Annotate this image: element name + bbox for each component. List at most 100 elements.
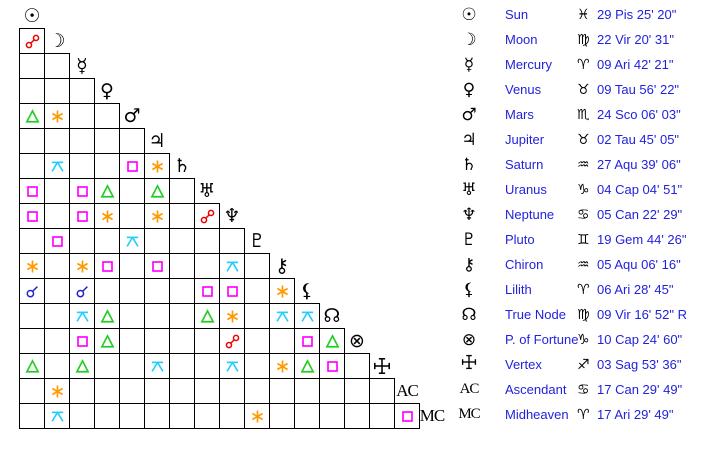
aspect-cell — [19, 403, 45, 429]
midheaven-glyph-icon: MC — [458, 406, 480, 422]
neptune-glyph-icon: ♆ — [461, 204, 477, 225]
zodiac-sign-icon: ♒ — [577, 256, 590, 273]
trine-aspect-icon — [300, 358, 314, 373]
aspect-cell — [119, 278, 145, 304]
aspect-cell — [319, 378, 345, 404]
planet-position: 19 Gem 44' 26" — [597, 232, 687, 247]
planet-name: Mercury — [505, 57, 552, 72]
planet-name: P. of Fortune — [505, 332, 579, 347]
grid-row-saturn: ♄ — [19, 153, 445, 179]
aspect-cell — [219, 278, 245, 304]
aspect-cell — [219, 353, 245, 379]
aspect-cell — [219, 328, 245, 354]
sextile-aspect-icon — [76, 260, 88, 272]
aspect-cell — [219, 378, 245, 404]
grid-row-sun: ☉ — [19, 3, 445, 29]
aspect-cell — [144, 178, 170, 204]
aspect-cell — [19, 153, 45, 179]
aspect-cell — [319, 328, 345, 354]
aspect-cell — [44, 203, 70, 229]
aspect-cell — [19, 103, 45, 129]
planet-name: Saturn — [505, 157, 544, 172]
aspect-cell — [169, 178, 195, 204]
planet-name: Moon — [505, 32, 538, 47]
grid-row-mercury: ☿ — [19, 53, 445, 79]
aspect-cell — [19, 78, 45, 104]
lilith-glyph-icon: ⚸ — [300, 280, 314, 302]
aspect-cell — [144, 203, 170, 229]
grid-row-uranus: ♅ — [19, 178, 445, 204]
aspect-cell — [19, 328, 45, 354]
aspect-cell — [319, 403, 345, 429]
aspect-cell — [44, 353, 70, 379]
aspect-cell — [44, 178, 70, 204]
uranus-glyph-icon: ♅ — [461, 179, 477, 200]
square-aspect-icon — [76, 210, 88, 222]
trine-aspect-icon — [25, 358, 39, 373]
aspect-cell — [69, 303, 95, 329]
planet-position: 09 Vir 16' 52" R — [597, 307, 687, 322]
aspect-cell — [294, 303, 320, 329]
aspect-cell — [19, 253, 45, 279]
sextile-aspect-icon — [276, 285, 288, 297]
aspect-cell — [144, 403, 170, 429]
aspect-cell — [94, 253, 120, 279]
planet-position: 05 Can 22' 29" — [597, 207, 683, 222]
aspect-cell — [119, 178, 145, 204]
aspect-cell — [44, 128, 70, 154]
aspect-cell — [19, 178, 45, 204]
aspect-cell — [19, 353, 45, 379]
opposition-aspect-icon — [225, 334, 239, 348]
aspect-cell — [119, 353, 145, 379]
zodiac-sign-icon: ♋ — [577, 381, 590, 398]
planet-name: Mars — [505, 107, 534, 122]
aspect-cell — [19, 203, 45, 229]
ascendant-glyph-icon: AC — [459, 381, 480, 397]
grid-row-lilith: ⚸ — [19, 278, 445, 304]
aspect-cell — [194, 278, 220, 304]
p-of-fortune-glyph-icon: ⊗ — [349, 330, 365, 352]
square-aspect-icon — [51, 235, 63, 247]
planet-position: 02 Tau 45' 05" — [597, 132, 680, 147]
square-aspect-icon — [301, 335, 313, 347]
moon-glyph-icon: ☽ — [48, 30, 66, 52]
aspect-cell — [294, 328, 320, 354]
grid-row-jupiter: ♃ — [19, 128, 445, 154]
planet-position: 05 Aqu 06' 16" — [597, 257, 681, 272]
grid-row-chiron: ⚷ — [19, 253, 445, 279]
table-row: ♃ Jupiter ♉ 02 Tau 45' 05" — [455, 127, 705, 152]
aspect-cell — [194, 253, 220, 279]
table-row: Vertex ♐ 03 Sag 53' 36" — [455, 352, 705, 377]
planet-position: 17 Ari 29' 49" — [597, 407, 674, 422]
quincunx-aspect-icon — [50, 411, 64, 422]
grid-row-mc: MC — [19, 403, 445, 429]
aspect-cell — [44, 153, 70, 179]
aspect-cell — [44, 78, 70, 104]
aspect-cell — [144, 378, 170, 404]
quincunx-aspect-icon — [225, 261, 239, 272]
planet-name: Lilith — [505, 282, 532, 297]
aspect-cell — [94, 178, 120, 204]
aspect-cell — [69, 103, 95, 129]
zodiac-sign-icon: ♉ — [577, 81, 590, 98]
aspect-cell — [119, 328, 145, 354]
square-aspect-icon — [26, 210, 38, 222]
p-of-fortune-glyph-icon: ⊗ — [461, 329, 477, 350]
grid-row-p-of-fortune: ⊗ — [19, 328, 445, 354]
planet-position: 10 Cap 24' 60" — [597, 332, 683, 347]
aspect-cell — [269, 378, 295, 404]
aspect-cell — [119, 228, 145, 254]
aspect-cell — [169, 378, 195, 404]
aspect-cell — [219, 228, 245, 254]
aspect-cell — [119, 303, 145, 329]
ac-glyph-icon: AC — [396, 381, 419, 400]
aspect-cell — [344, 353, 370, 379]
aspect-cell — [44, 303, 70, 329]
aspect-cell — [394, 403, 420, 429]
aspect-cell — [144, 153, 170, 179]
trine-aspect-icon — [100, 333, 114, 348]
aspect-cell — [144, 328, 170, 354]
quincunx-aspect-icon — [125, 236, 139, 247]
sextile-aspect-icon — [276, 360, 288, 372]
planet-name: Pluto — [505, 232, 535, 247]
